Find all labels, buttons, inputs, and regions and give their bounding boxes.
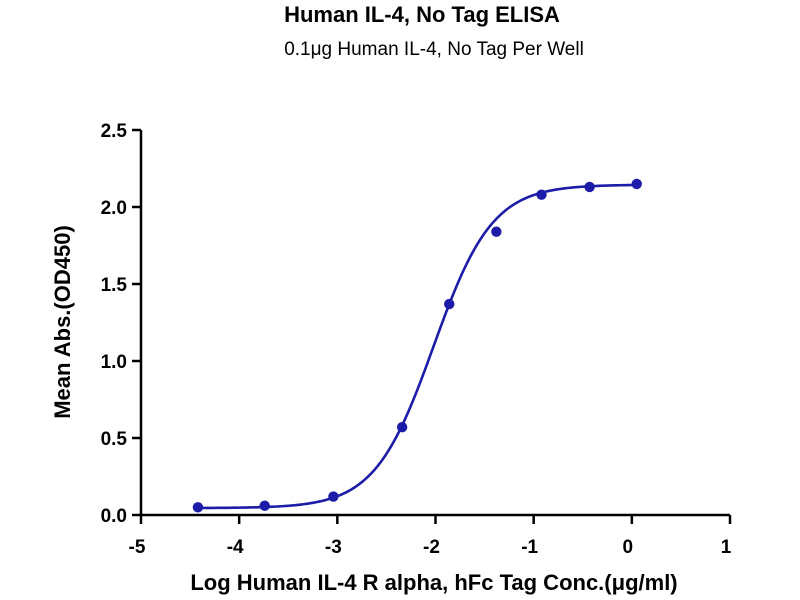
chart-subtitle: 0.1μg Human IL-4, No Tag Per Well bbox=[284, 39, 584, 60]
x-tick-label: 1 bbox=[721, 537, 732, 558]
points-layer bbox=[192, 178, 642, 513]
y-tick-label: 2.0 bbox=[101, 198, 127, 219]
y-tick-label: 1.0 bbox=[101, 352, 127, 373]
data-point bbox=[259, 500, 270, 511]
y-tick-label: 2.5 bbox=[101, 121, 128, 142]
x-axis-label: Log Human IL-4 R alpha, hFc Tag Conc.(μg… bbox=[190, 570, 677, 595]
data-point bbox=[192, 502, 204, 513]
y-tick-label: 0.5 bbox=[101, 429, 128, 450]
x-tick-label: 0 bbox=[623, 537, 634, 558]
data-point bbox=[444, 298, 455, 310]
data-point bbox=[536, 189, 547, 200]
fit-layer bbox=[197, 183, 637, 510]
fit-curve bbox=[197, 183, 637, 510]
data-point bbox=[491, 226, 502, 237]
y-axis-label: Mean Abs.(OD450) bbox=[50, 225, 75, 419]
x-tick-label: -3 bbox=[325, 537, 342, 558]
data-point bbox=[396, 422, 408, 433]
x-tick-label: -4 bbox=[227, 537, 244, 558]
x-tick-label: -2 bbox=[423, 537, 440, 558]
data-point bbox=[631, 178, 642, 190]
y-tick-label: 0.0 bbox=[101, 506, 127, 527]
x-tick-label: -1 bbox=[521, 537, 538, 558]
data-point bbox=[584, 181, 595, 193]
chart-title: Human IL-4, No Tag ELISA bbox=[284, 2, 560, 27]
axes bbox=[139, 130, 730, 517]
data-point bbox=[328, 491, 339, 502]
x-tick-label: -5 bbox=[129, 537, 146, 558]
y-ticks: 0.0 0.5 1.0 1.5 2.0 2.5 bbox=[101, 121, 141, 527]
y-tick-label: 1.5 bbox=[101, 275, 128, 296]
x-ticks: -5 -4 -3 -2 -1 0 1 bbox=[129, 515, 732, 558]
